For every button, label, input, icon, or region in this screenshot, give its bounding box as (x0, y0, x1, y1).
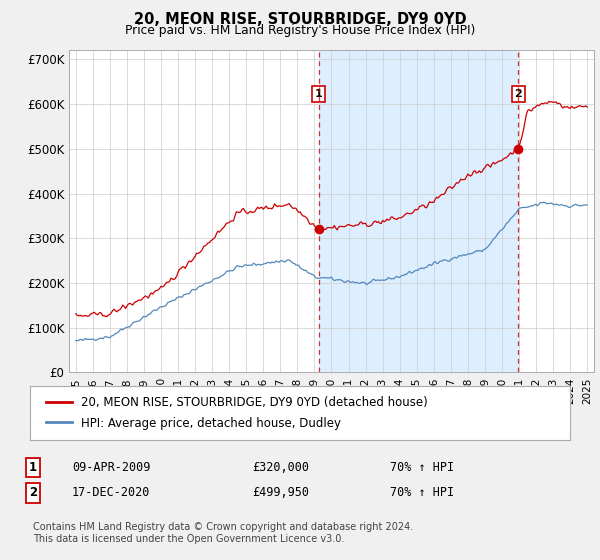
Legend: 20, MEON RISE, STOURBRIDGE, DY9 0YD (detached house), HPI: Average price, detach: 20, MEON RISE, STOURBRIDGE, DY9 0YD (det… (41, 392, 433, 434)
Text: Price paid vs. HM Land Registry's House Price Index (HPI): Price paid vs. HM Land Registry's House … (125, 24, 475, 36)
Text: 1: 1 (29, 461, 37, 474)
Text: 2: 2 (514, 89, 522, 99)
Text: 70% ↑ HPI: 70% ↑ HPI (390, 461, 454, 474)
Text: 17-DEC-2020: 17-DEC-2020 (72, 486, 151, 500)
Text: £499,950: £499,950 (252, 486, 309, 500)
Text: 70% ↑ HPI: 70% ↑ HPI (390, 486, 454, 500)
Text: 2: 2 (29, 486, 37, 500)
Text: 20, MEON RISE, STOURBRIDGE, DY9 0YD: 20, MEON RISE, STOURBRIDGE, DY9 0YD (134, 12, 466, 27)
Text: 09-APR-2009: 09-APR-2009 (72, 461, 151, 474)
Text: 1: 1 (315, 89, 323, 99)
Text: Contains HM Land Registry data © Crown copyright and database right 2024.
This d: Contains HM Land Registry data © Crown c… (33, 522, 413, 544)
Bar (319, 50, 518, 372)
Text: £320,000: £320,000 (252, 461, 309, 474)
